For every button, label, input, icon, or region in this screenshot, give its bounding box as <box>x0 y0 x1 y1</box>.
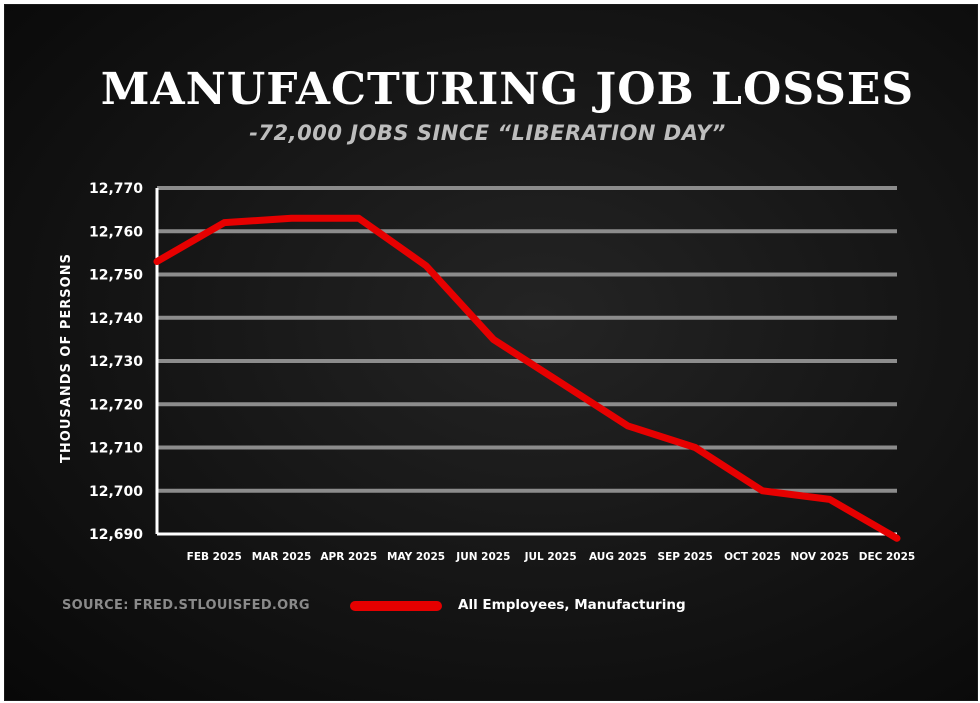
x-tick-label: FEB 2025 <box>187 551 242 563</box>
y-axis-label: THOUSANDS OF PERSONS <box>59 253 74 463</box>
y-tick-label: 12,770 <box>89 181 143 197</box>
y-tick-labels: 12,770 12,760 12,750 12,740 12,730 12,720 12,7… <box>89 181 143 543</box>
y-tick-label: 12,720 <box>89 397 143 413</box>
y-tick-label: 12,750 <box>89 268 143 284</box>
y-tick-label: 12,700 <box>89 484 143 500</box>
x-tick-label: DEC 2025 <box>859 551 915 563</box>
chart-title: MANUFACTURING JOB LOSSES <box>100 64 915 115</box>
legend-label: All Employees, Manufacturing <box>458 597 686 613</box>
x-tick-label: JUL 2025 <box>524 551 577 563</box>
x-tick-label: SEP 2025 <box>658 551 713 563</box>
series-line-manufacturing <box>153 214 901 542</box>
legend-swatch <box>350 601 442 611</box>
chart-subtitle: -72,000 JOBS SINCE “LIBERATION DAY” <box>249 121 726 145</box>
x-tick-labels: FEB 2025 MAR 2025 APR 2025 MAY 2025 JUN 2025… <box>187 551 916 563</box>
y-tick-label: 12,740 <box>89 311 143 327</box>
x-tick-label: NOV 2025 <box>791 551 849 563</box>
chart-background <box>4 4 978 701</box>
x-tick-label: MAR 2025 <box>252 551 312 563</box>
x-tick-label: AUG 2025 <box>589 551 647 563</box>
y-tick-label: 12,710 <box>89 441 143 457</box>
x-tick-label: MAY 2025 <box>387 551 445 563</box>
y-tick-label: 12,760 <box>89 224 143 240</box>
y-tick-label: 12,690 <box>89 527 143 543</box>
x-tick-label: JUN 2025 <box>455 551 510 563</box>
x-tick-label: APR 2025 <box>320 551 377 563</box>
source-note: SOURCE: FRED.STLOUISFED.ORG <box>62 598 310 613</box>
x-tick-label: OCT 2025 <box>724 551 781 563</box>
y-tick-label: 12,730 <box>89 354 143 370</box>
